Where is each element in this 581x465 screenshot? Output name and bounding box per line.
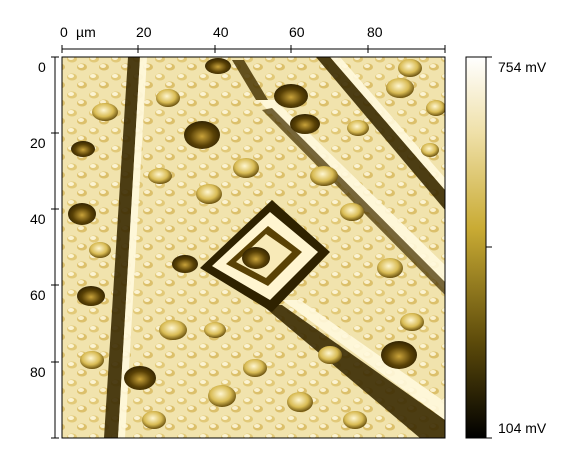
bump bbox=[310, 166, 338, 186]
colorbar: 754 mV 104 mV bbox=[465, 56, 547, 439]
bump bbox=[243, 359, 267, 377]
lower-diagonal-trench bbox=[262, 305, 445, 438]
bump bbox=[318, 346, 342, 364]
y-axis: 0 20 40 60 80 bbox=[30, 56, 59, 439]
x-unit-label: µm bbox=[76, 24, 96, 40]
bump bbox=[340, 203, 364, 221]
bump bbox=[80, 351, 104, 369]
bump bbox=[89, 242, 111, 258]
y-tick-label: 40 bbox=[30, 211, 46, 227]
bump bbox=[233, 158, 259, 178]
bump bbox=[377, 258, 403, 278]
left-trench bbox=[104, 57, 140, 438]
bump bbox=[204, 322, 226, 338]
bump bbox=[400, 313, 424, 331]
particle bbox=[205, 58, 231, 74]
image-frame bbox=[61, 56, 446, 439]
bump bbox=[148, 168, 172, 184]
long-diagonal-trench bbox=[262, 108, 445, 295]
particle bbox=[124, 366, 156, 390]
left-trench-highlight bbox=[118, 57, 147, 438]
x-tick-label: 20 bbox=[136, 24, 152, 40]
bump bbox=[142, 411, 166, 429]
particle bbox=[68, 203, 96, 225]
colorbar-min-label: 104 mV bbox=[498, 420, 547, 436]
x-tick-label: 60 bbox=[289, 24, 305, 40]
top-short-trench bbox=[232, 60, 268, 100]
particle bbox=[184, 121, 220, 149]
bump bbox=[92, 103, 118, 121]
bump bbox=[386, 78, 414, 98]
afm-image bbox=[62, 57, 445, 438]
bump bbox=[347, 120, 369, 136]
lower-diagonal-highlight bbox=[282, 300, 445, 420]
colorbar-bar bbox=[465, 56, 487, 439]
bump bbox=[156, 89, 180, 107]
bump bbox=[196, 184, 222, 204]
colorbar-max-label: 754 mV bbox=[498, 59, 547, 75]
particle bbox=[71, 141, 95, 157]
particle bbox=[172, 255, 198, 273]
y-tick-label: 20 bbox=[30, 135, 46, 151]
x-axis: 0 µm 20 40 60 80 bbox=[60, 24, 446, 53]
particle bbox=[381, 341, 417, 369]
bump bbox=[426, 100, 445, 116]
particle bbox=[242, 247, 270, 269]
y-tick-label: 0 bbox=[38, 59, 46, 75]
y-tick-label: 60 bbox=[30, 287, 46, 303]
upper-diagonal-highlight bbox=[330, 57, 445, 190]
bump bbox=[421, 143, 439, 157]
y-tick-label: 80 bbox=[30, 364, 46, 380]
x-tick-label: 40 bbox=[213, 24, 229, 40]
bump bbox=[287, 392, 313, 412]
particle bbox=[77, 286, 105, 306]
particle bbox=[274, 84, 308, 108]
bump bbox=[159, 320, 187, 340]
bump bbox=[398, 59, 422, 77]
x-tick-label: 0 bbox=[60, 24, 68, 40]
x-tick-label: 80 bbox=[367, 24, 383, 40]
upper-diagonal-trench bbox=[316, 57, 445, 210]
bump bbox=[343, 411, 367, 429]
particle bbox=[290, 114, 320, 134]
bump bbox=[208, 385, 236, 407]
